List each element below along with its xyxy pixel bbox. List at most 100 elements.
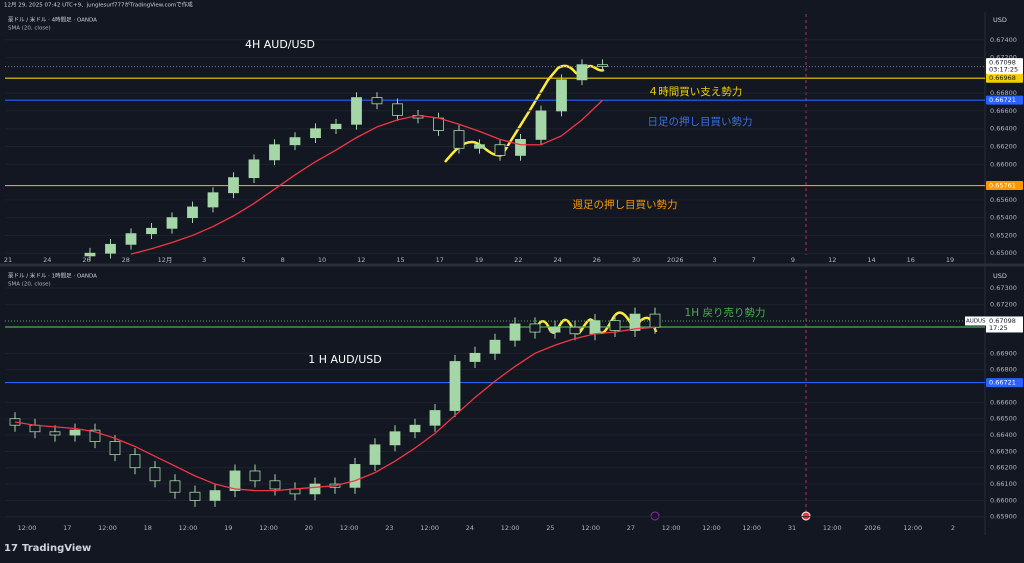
candle-body bbox=[351, 97, 362, 125]
y-tick-label: 0.65200 bbox=[990, 231, 1017, 239]
candle-body bbox=[429, 410, 441, 426]
x-tick-label: 31 bbox=[788, 524, 796, 532]
candle-body bbox=[69, 429, 81, 436]
x-tick-label: 12:00 bbox=[179, 524, 198, 532]
candle-body bbox=[509, 323, 521, 341]
x-tick-label: 10 bbox=[318, 256, 326, 264]
x-tick-label: 25 bbox=[546, 524, 554, 532]
candle-body bbox=[474, 144, 485, 149]
candle-body bbox=[589, 320, 601, 335]
x-tick-label: 26 bbox=[82, 256, 90, 264]
y-tick-label: 0.65000 bbox=[990, 249, 1017, 257]
y-tick-label: 0.66600 bbox=[990, 107, 1017, 115]
currency-label: USD bbox=[993, 16, 1007, 24]
x-tick-label: 9 bbox=[791, 256, 795, 264]
candle-body bbox=[229, 470, 241, 491]
y-tick-label: 0.66800 bbox=[990, 89, 1017, 97]
event-icon[interactable] bbox=[801, 511, 811, 521]
candle-body bbox=[207, 192, 219, 208]
candle-body bbox=[228, 177, 239, 194]
x-tick-label: 12:00 bbox=[823, 524, 842, 532]
x-tick-label: 14 bbox=[867, 256, 875, 264]
symbol-box bbox=[965, 316, 986, 326]
y-tick-label: 0.65400 bbox=[990, 214, 1017, 222]
candle-body bbox=[469, 352, 481, 362]
candle-body bbox=[125, 233, 137, 245]
candle-body bbox=[269, 480, 281, 490]
candle-body bbox=[105, 243, 116, 254]
y-tick-label: 0.67300 bbox=[990, 284, 1017, 292]
drawing bbox=[444, 140, 503, 163]
candle-body bbox=[149, 467, 161, 482]
candle-body bbox=[535, 110, 547, 140]
candle-body bbox=[309, 483, 321, 495]
symbol-legend: 豪ドル / 米ドル · 4時間足 · OANDA bbox=[8, 16, 97, 24]
candle-body bbox=[49, 431, 61, 436]
candle-body bbox=[84, 252, 96, 257]
y-tick-label: 0.66000 bbox=[990, 160, 1017, 168]
candle-body bbox=[515, 138, 526, 156]
x-tick-label: 26 bbox=[593, 256, 601, 264]
x-tick-label: 12 bbox=[357, 256, 365, 264]
y-tick-label: 0.67200 bbox=[990, 54, 1017, 62]
x-tick-label: 19 bbox=[475, 256, 483, 264]
candle-body bbox=[310, 128, 321, 139]
x-tick-label: 12月 bbox=[158, 256, 173, 264]
x-tick-label: 24 bbox=[466, 524, 474, 532]
x-tick-label: 12:00 bbox=[420, 524, 439, 532]
y-tick-label: 0.66900 bbox=[990, 349, 1017, 357]
candle-body bbox=[389, 431, 401, 446]
x-tick-label: 19 bbox=[946, 256, 954, 264]
x-tick-label: 30 bbox=[632, 256, 640, 264]
x-tick-label: 12:00 bbox=[903, 524, 922, 532]
candle-body bbox=[369, 444, 381, 465]
logo-icon: 17 bbox=[4, 543, 18, 554]
price-label-box bbox=[986, 378, 1023, 388]
x-tick-label: 20 bbox=[305, 524, 313, 532]
x-tick-label: 3 bbox=[202, 256, 206, 264]
event-icon[interactable] bbox=[650, 511, 660, 521]
countdown: 17:25 bbox=[989, 324, 1008, 332]
candle-body bbox=[169, 480, 181, 493]
x-tick-label: 12:00 bbox=[662, 524, 681, 532]
y-tick-label: 0.66000 bbox=[990, 496, 1017, 504]
candle-body bbox=[433, 117, 444, 131]
price-label: 0.67098 bbox=[989, 59, 1016, 67]
header: 12月 29, 2025 07:42 UTC+9、junglesurf777がT… bbox=[4, 1, 193, 9]
y-tick-label: 0.66500 bbox=[990, 415, 1017, 423]
footer-logo: TradingView bbox=[22, 543, 91, 554]
candle-body bbox=[529, 323, 541, 333]
candle-body bbox=[609, 320, 621, 331]
candle-body bbox=[89, 429, 101, 442]
candle-body bbox=[289, 137, 301, 146]
candle-body bbox=[489, 339, 501, 354]
candle-body bbox=[649, 313, 661, 328]
x-tick-label: 28 bbox=[122, 256, 130, 264]
x-tick-label: 12:00 bbox=[702, 524, 721, 532]
x-tick-label: 12:00 bbox=[742, 524, 761, 532]
candle-body bbox=[146, 227, 157, 235]
x-tick-label: 2 bbox=[951, 524, 955, 532]
annotation: ４時間買い支え勢力 bbox=[648, 85, 743, 98]
x-tick-label: 7 bbox=[752, 256, 756, 264]
symbol-legend: 豪ドル / 米ドル · 1時間足 · OANDA bbox=[8, 272, 97, 280]
candle-body bbox=[189, 491, 201, 501]
price-label: 0.66968 bbox=[989, 74, 1016, 82]
countdown: 03:17:25 bbox=[989, 66, 1018, 74]
x-tick-label: 23 bbox=[385, 524, 393, 532]
price-label-box bbox=[986, 58, 1023, 75]
x-tick-label: 24 bbox=[43, 256, 51, 264]
indicator-legend: SMA (20, close) bbox=[8, 26, 51, 32]
x-tick-label: 22 bbox=[514, 256, 522, 264]
candle-body bbox=[392, 103, 403, 116]
candle-body bbox=[349, 464, 361, 488]
x-tick-label: 2026 bbox=[667, 256, 684, 264]
y-tick-label: 0.67200 bbox=[990, 300, 1017, 308]
price-label-box bbox=[986, 95, 1023, 105]
x-tick-label: 12:00 bbox=[340, 524, 359, 532]
x-tick-label: 18 bbox=[144, 524, 152, 532]
candle-body bbox=[549, 326, 561, 333]
